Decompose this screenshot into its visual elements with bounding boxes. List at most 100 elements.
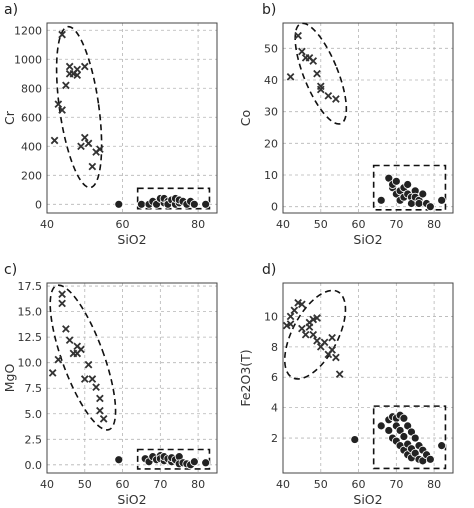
dashed-box bbox=[136, 187, 211, 210]
x-marker bbox=[313, 336, 321, 345]
x-marker bbox=[286, 312, 295, 321]
y-tick-label: 1000 bbox=[14, 53, 42, 66]
x-marker bbox=[84, 360, 93, 369]
x-marker bbox=[80, 133, 89, 142]
x-tick-label: 80 bbox=[427, 478, 441, 491]
x-tick-label: 80 bbox=[427, 218, 441, 231]
panel-label: b) bbox=[262, 2, 276, 18]
x-marker bbox=[58, 290, 66, 299]
x-axis-label: SiO2 bbox=[353, 492, 382, 507]
x-tick-label: 60 bbox=[116, 218, 130, 231]
y-tick-label: 7.5 bbox=[25, 382, 43, 395]
x-marker bbox=[328, 333, 336, 342]
x-marker bbox=[96, 406, 104, 415]
x-tick-label: 70 bbox=[389, 218, 403, 231]
panel-label: a) bbox=[4, 2, 18, 18]
x-marker bbox=[80, 375, 89, 383]
x-marker bbox=[335, 370, 344, 379]
plot-frame bbox=[282, 282, 454, 474]
x-tick-label: 60 bbox=[116, 478, 130, 491]
circle-marker bbox=[189, 199, 199, 209]
circle-marker bbox=[384, 426, 394, 435]
x-marker bbox=[88, 162, 97, 171]
y-tick-label: 1200 bbox=[14, 24, 42, 37]
y-tick-label: 2 bbox=[271, 432, 278, 445]
y-tick-label: 0 bbox=[35, 198, 42, 211]
x-marker bbox=[50, 136, 59, 145]
dashed-ellipse bbox=[283, 289, 347, 380]
circle-marker bbox=[201, 199, 211, 209]
x-tick-label: 40 bbox=[276, 218, 290, 231]
circle-marker bbox=[399, 432, 409, 441]
y-tick-label: 10 bbox=[264, 169, 278, 182]
x-marker bbox=[88, 375, 97, 383]
x-marker bbox=[313, 69, 321, 78]
x-marker bbox=[286, 72, 295, 81]
y-axis-label: MgO bbox=[2, 364, 17, 393]
x-marker bbox=[54, 100, 63, 109]
y-tick-label: 800 bbox=[21, 82, 42, 95]
x-marker bbox=[62, 81, 70, 90]
x-marker bbox=[305, 323, 314, 331]
x-marker bbox=[309, 330, 318, 339]
y-tick-label: 200 bbox=[21, 169, 42, 182]
x-marker bbox=[332, 353, 340, 362]
x-marker bbox=[313, 314, 321, 322]
x-marker bbox=[298, 324, 306, 333]
y-tick-label: 10.0 bbox=[18, 357, 43, 370]
x-marker bbox=[298, 47, 306, 56]
y-tick-label: 10 bbox=[264, 310, 278, 323]
y-axis-label: Cr bbox=[2, 110, 17, 125]
x-tick-label: 40 bbox=[276, 478, 290, 491]
y-tick-label: 8 bbox=[271, 341, 278, 354]
x-marker bbox=[73, 65, 82, 74]
x-marker bbox=[286, 320, 295, 328]
x-tick-label: 50 bbox=[314, 218, 328, 231]
x-marker bbox=[96, 394, 104, 403]
dashed-ellipse bbox=[55, 25, 103, 189]
dashed-box bbox=[372, 405, 447, 470]
x-marker bbox=[290, 306, 299, 315]
circle-marker bbox=[114, 199, 124, 209]
y-tick-label: 4 bbox=[271, 402, 278, 415]
x-tick-label: 60 bbox=[352, 218, 366, 231]
x-tick-label: 70 bbox=[153, 478, 167, 491]
x-marker bbox=[58, 299, 66, 308]
x-marker bbox=[62, 325, 70, 333]
x-marker bbox=[92, 383, 100, 392]
circle-marker bbox=[376, 421, 386, 431]
circle-marker bbox=[189, 457, 199, 467]
x-marker bbox=[84, 139, 93, 148]
x-marker bbox=[73, 71, 82, 80]
circle-marker bbox=[418, 189, 428, 199]
y-tick-label: 0 bbox=[271, 201, 278, 214]
y-axis-label: Fe2O3(T) bbox=[238, 349, 253, 406]
x-tick-label: 40 bbox=[40, 478, 54, 491]
x-marker bbox=[99, 415, 108, 423]
y-tick-label: 17.5 bbox=[18, 280, 43, 293]
y-tick-label: 50 bbox=[264, 42, 278, 55]
circle-marker bbox=[399, 413, 409, 423]
circle-marker bbox=[114, 455, 124, 465]
y-axis-label: Co bbox=[238, 110, 253, 126]
y-tick-label: 20 bbox=[264, 137, 278, 150]
x-marker bbox=[65, 336, 74, 345]
circle-marker bbox=[137, 199, 146, 209]
circle-marker bbox=[384, 173, 394, 183]
x-marker bbox=[320, 338, 329, 347]
circle-marker bbox=[403, 180, 413, 189]
x-tick-label: 80 bbox=[191, 218, 205, 231]
panel-2: 40 50 60 70 80 0.0 2.5 5.0 7.5 10.0 12.5 15.0 17.5 Si… bbox=[2, 262, 218, 507]
circle-marker bbox=[425, 202, 435, 212]
circle-marker bbox=[376, 195, 386, 205]
x-marker bbox=[77, 142, 85, 151]
x-marker bbox=[328, 346, 336, 354]
x-tick-label: 80 bbox=[191, 478, 205, 491]
x-marker bbox=[324, 91, 333, 100]
circle-marker bbox=[437, 441, 447, 451]
panel-label: c) bbox=[4, 262, 17, 278]
circle-marker bbox=[201, 458, 211, 468]
x-marker bbox=[58, 30, 66, 39]
x-tick-label: 60 bbox=[352, 478, 366, 491]
